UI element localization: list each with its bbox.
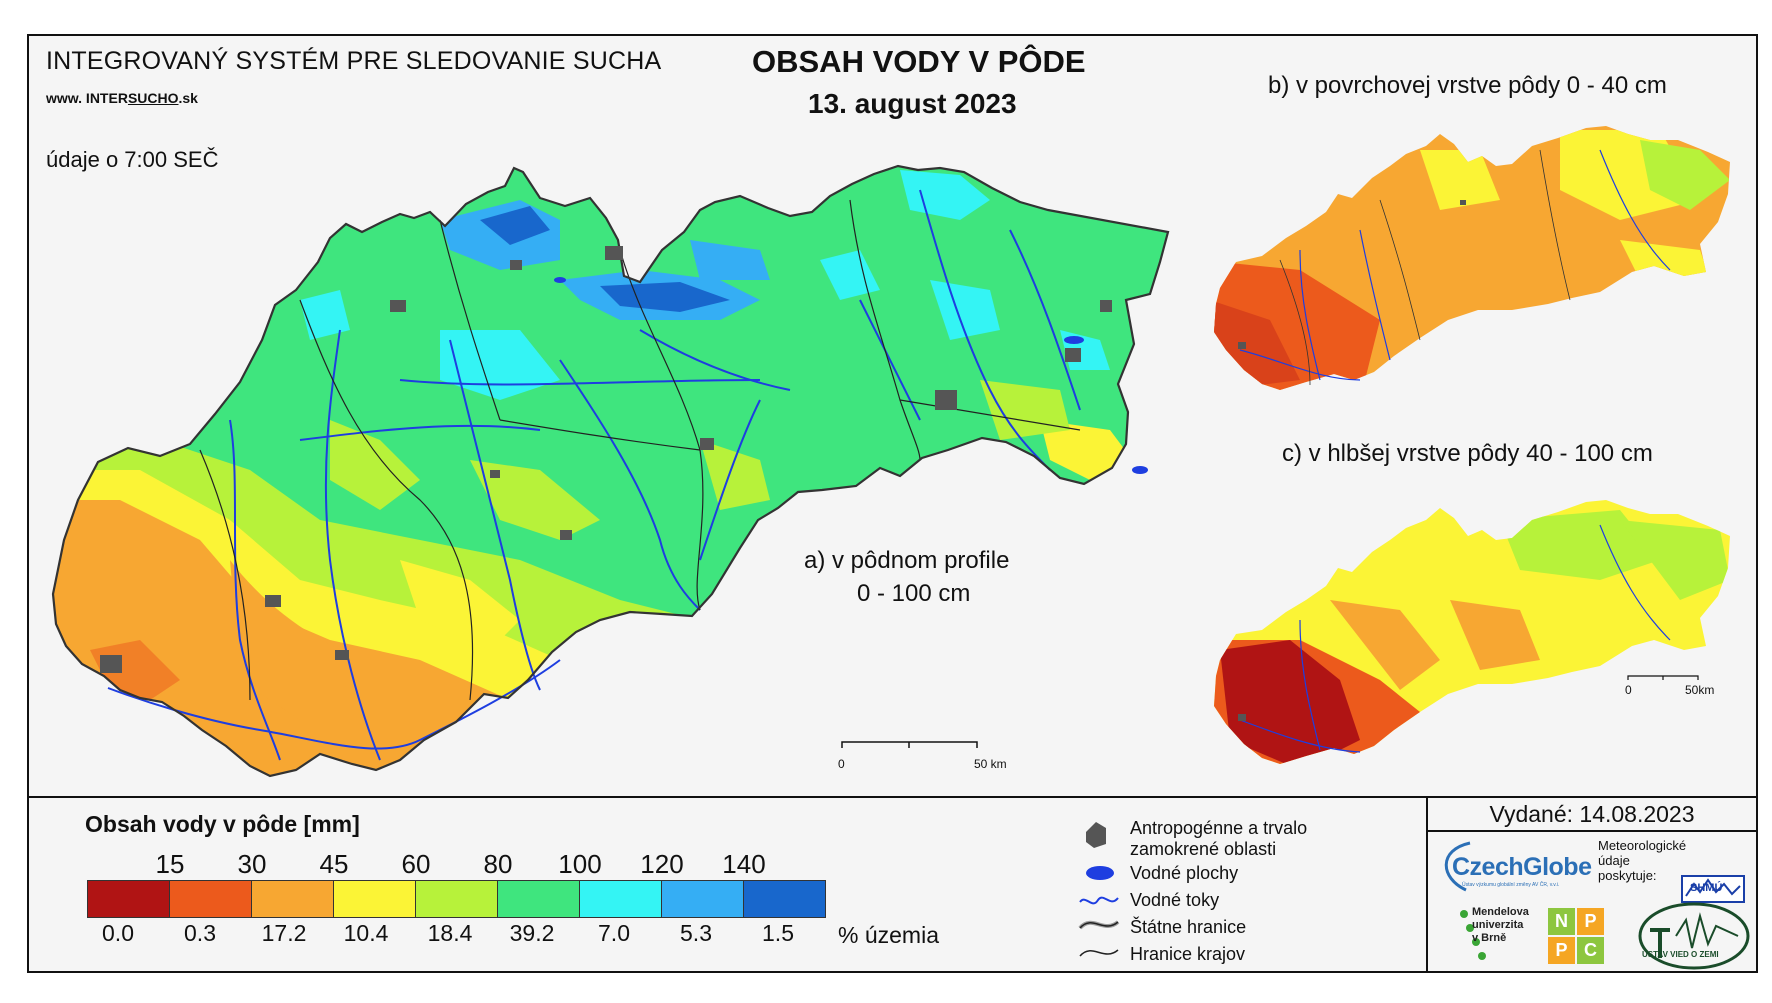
region-border-icon [1079,949,1119,957]
legend-percent: 0.3 [184,920,216,946]
time-note: údaje o 7:00 SEČ [46,147,219,172]
legend-percent: 0.0 [102,920,134,946]
main-soil-moisture-map [51,164,1170,778]
map-b-label: b) v povrchovej vrstve pôdy 0 - 40 cm [1268,72,1667,99]
npc-letter: P [1548,937,1575,964]
czechglobe-logo-arc [1444,841,1471,892]
legend-threshold: 80 [483,849,513,879]
uvz-logo [1638,902,1750,970]
legend-percent: 1.5 [762,920,794,946]
legend-percent: 5.3 [680,920,712,946]
anthropogenic-area-icon [1086,822,1106,848]
region-border-label: Hranice krajov [1130,944,1246,964]
credits-panel [1426,796,1758,973]
website-link[interactable]: www. INTERSUCHO.sk [46,90,198,106]
legend-class-7 [661,880,744,918]
legend-percent: 7.0 [598,920,630,946]
legend-class-8 [743,880,826,918]
legend-class-0 [87,880,170,918]
legend-class-1 [169,880,252,918]
legend-class-4 [415,880,498,918]
percent-unit: % územia [838,922,939,948]
anthropogenic-label: Antropogénne a trvalo zamokrené oblasti [1130,818,1308,859]
legend-percent: 39.2 [509,920,555,946]
legend-class-3 [333,880,416,918]
legend-threshold: 45 [319,849,349,879]
npc-letter: N [1548,908,1575,935]
website-underlined: SUCHO [127,90,179,106]
legend-percent: 17.2 [261,920,307,946]
scale-bar-main [841,741,978,748]
uvz-text: ÚSTAV VIED O ZEMI [1642,950,1719,959]
issued-date: Vydané: 14.08.2023 [1426,796,1758,832]
map-a-depth: 0 - 100 cm [857,580,971,607]
website-suffix: .sk [178,90,198,106]
npc-letter: C [1577,937,1604,964]
scale-main-end: 50 km [974,757,1007,771]
deep-layer-map [1214,500,1730,764]
npc-letter: P [1577,908,1604,935]
water-body-icon [1086,866,1114,880]
czechglobe-subtitle: Ústav výzkumu globální změny AV ČR, v.v.… [1462,882,1560,888]
state-border-icon [1078,920,1120,930]
state-border-label: Štátne hranice [1130,917,1247,937]
legend-class-6 [579,880,662,918]
scale-bar-small [1627,675,1699,680]
mendel-logo-dots [1460,910,1486,960]
map-c-label: c) v hlbšej vrstve pôdy 40 - 100 cm [1282,440,1653,467]
legend-threshold: 30 [237,849,267,879]
scale-main-zero: 0 [838,757,845,771]
map-a-label: a) v pôdnom profile [804,547,1010,574]
legend-title: Obsah vody v pôde [mm] [85,811,360,837]
legend-class-5 [497,880,580,918]
legend-class-2 [251,880,334,918]
legend-threshold: 140 [722,849,766,879]
meteo-note: Meteorologické údaje poskytuje: [1598,838,1687,883]
surface-layer-map [1214,126,1730,390]
legend-percent: 18.4 [427,920,473,946]
legend-threshold: 60 [401,849,431,879]
system-title: INTEGROVANÝ SYSTÉM PRE SLEDOVANIE SUCHA [46,47,662,75]
legend-separator [27,796,1758,798]
czechglobe-logo: CzechGlobe [1452,853,1592,881]
scale-small-zero: 0 [1625,683,1632,697]
shmu-text: SHMÚ [1690,882,1723,894]
main-title: OBSAH VODY V PÔDE [752,44,1086,79]
legend-threshold: 15 [155,849,185,879]
river-label: Vodné toky [1130,890,1220,910]
legend-percent: 10.4 [343,920,389,946]
npc-logo: N P P C [1548,908,1604,964]
water-body-label: Vodné plochy [1130,863,1239,883]
website-prefix: www. INTER [46,90,128,106]
scale-small-end: 50km [1685,683,1715,697]
river-icon [1079,896,1119,905]
shmu-logo [1681,875,1745,903]
legend-threshold: 100 [558,849,602,879]
map-date: 13. august 2023 [808,88,1017,119]
legend-threshold: 120 [640,849,684,879]
mendel-university: Mendelova univerzita v Brně [1472,906,1529,944]
